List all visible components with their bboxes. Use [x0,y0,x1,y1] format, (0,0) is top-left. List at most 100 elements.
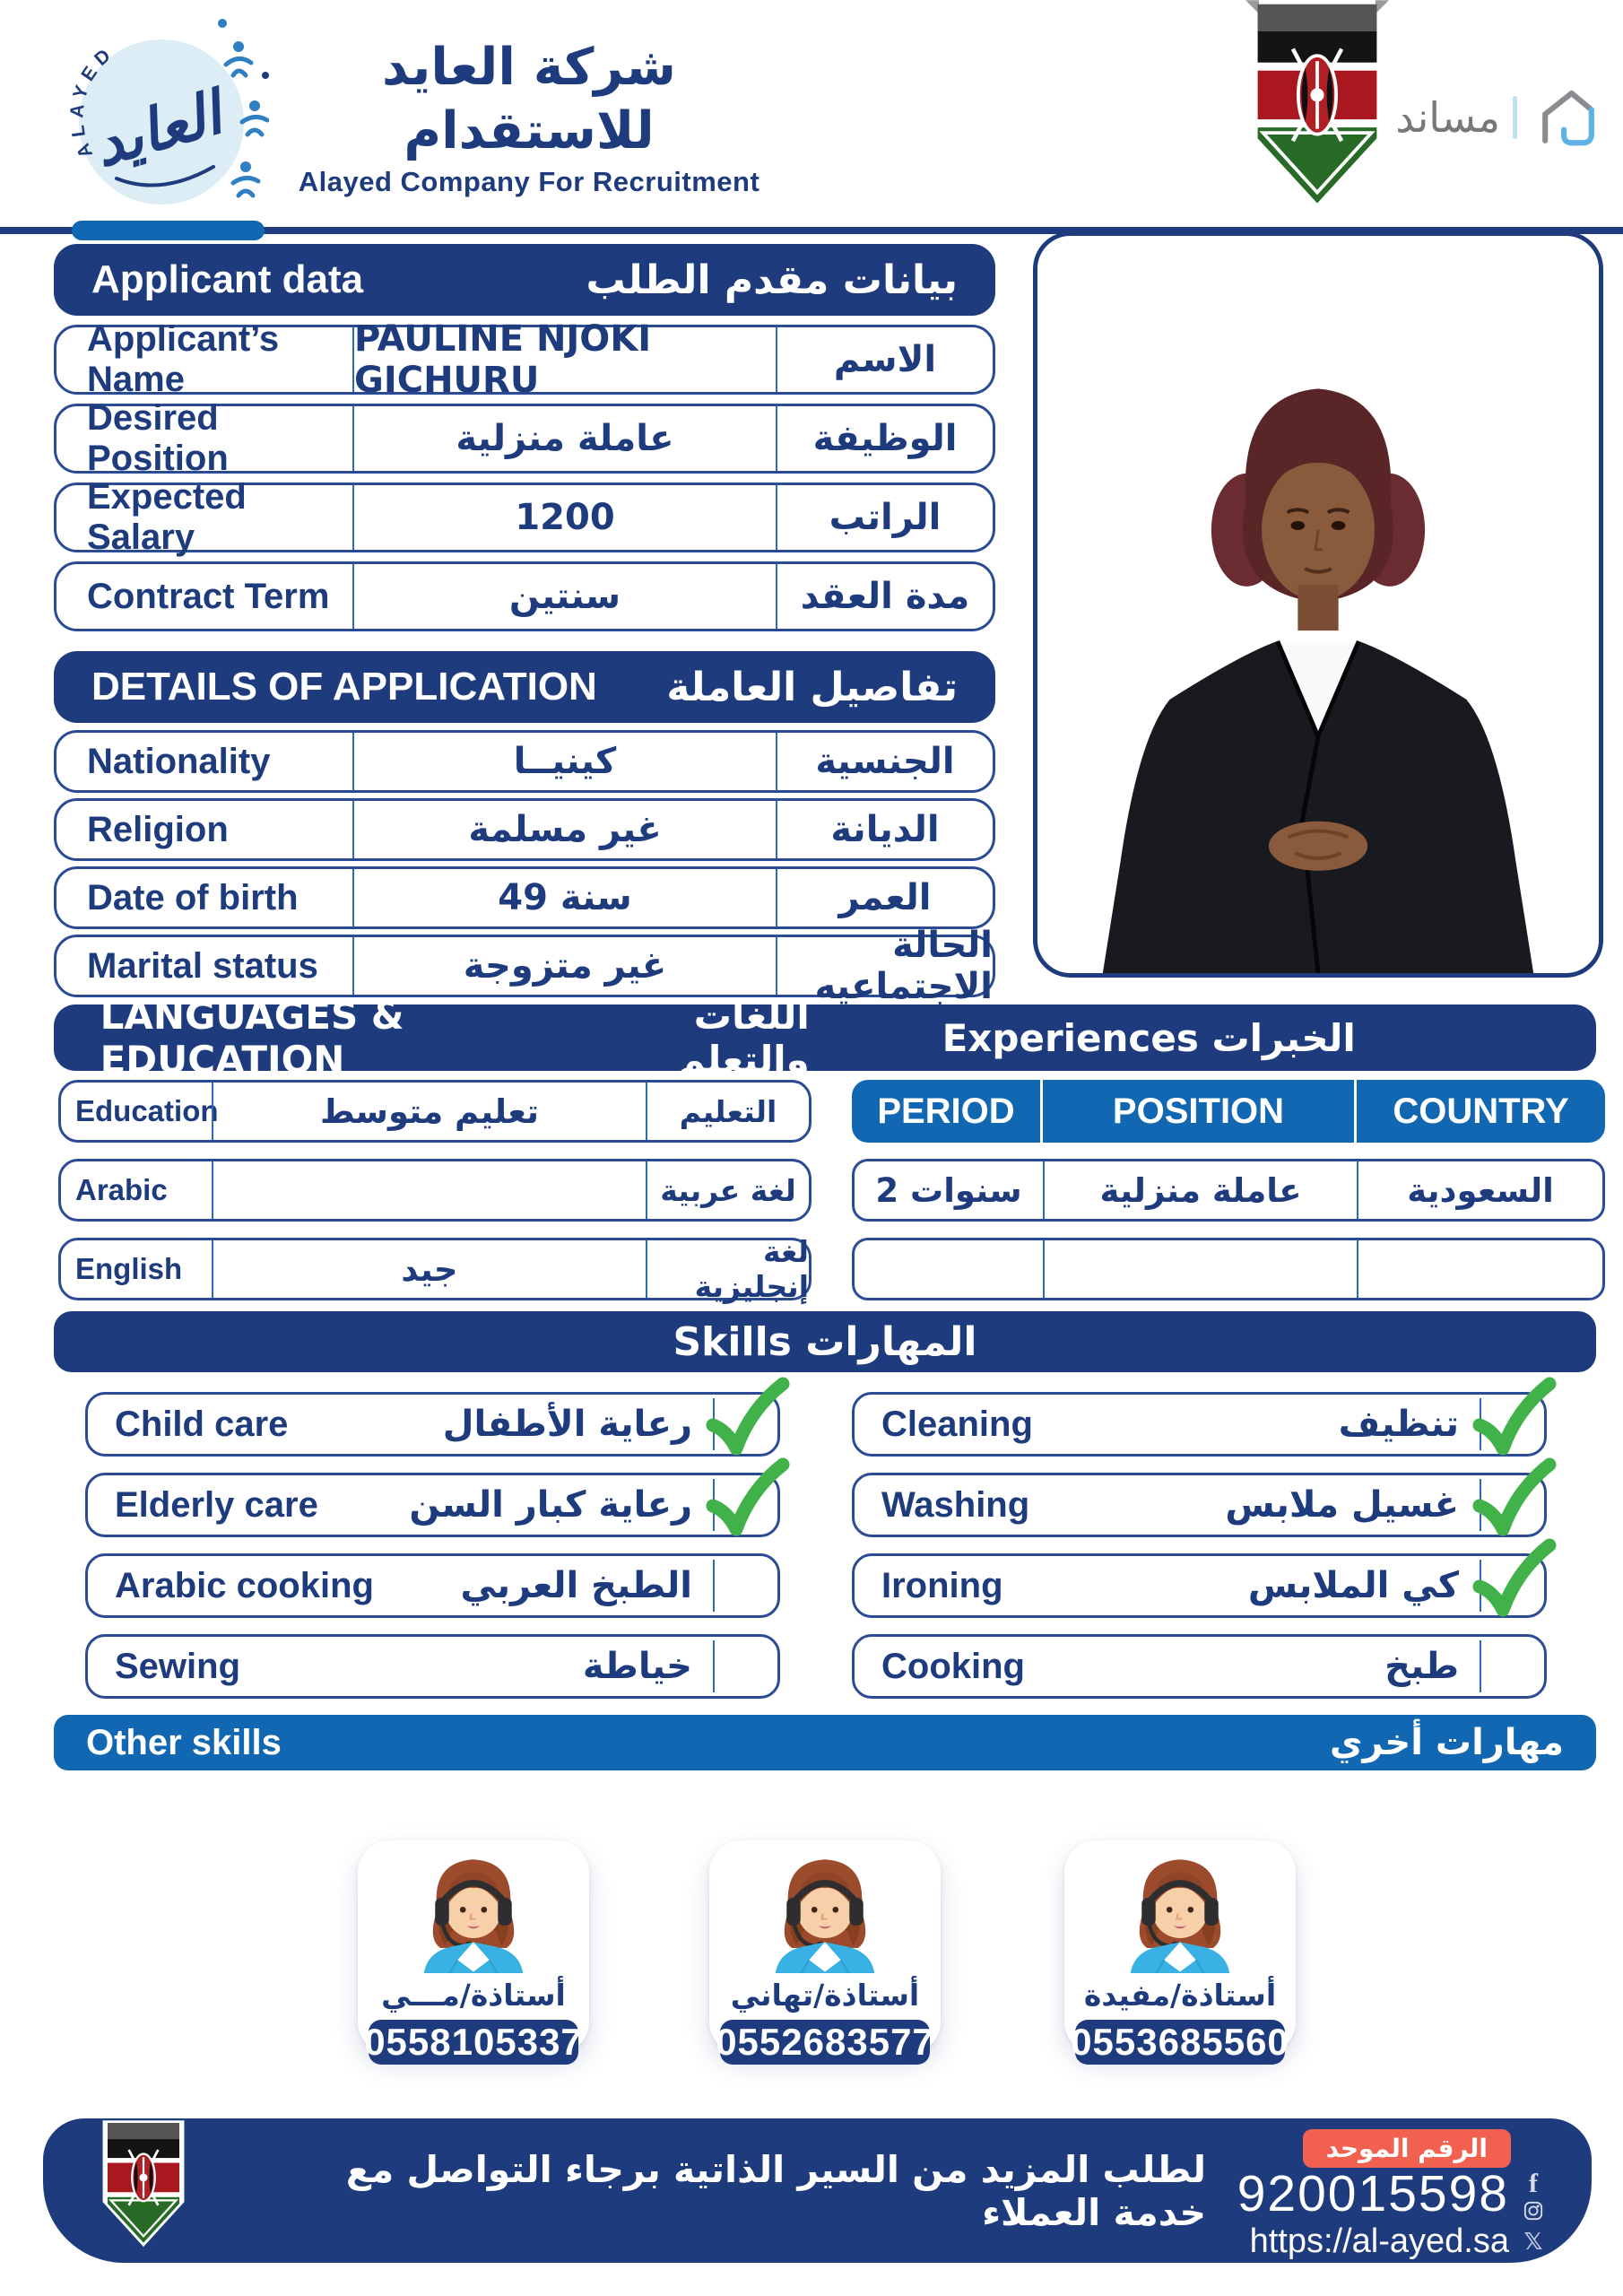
skill-row: Cleaning تنظيف [852,1377,1557,1457]
kenya-flag-pennant-icon [99,2120,188,2255]
skill-label-ar: خياطة [582,1646,692,1687]
social-icons: f [1520,2169,1547,2221]
skill-label-en: Sewing [115,1646,241,1686]
row-label-en: Desired Position [87,398,229,478]
applicant-photo [1033,231,1603,978]
experience-row: 2 سنوات عاملة منزلية السعودية [852,1159,1605,1222]
applicant-data-header: Applicant data بيانات مقدم الطلب [54,244,995,316]
row-label-en: Contract Term [87,576,330,616]
row-label-ar: التعليم [679,1093,777,1129]
unified-number-badge: الرقم الموحد [1302,2129,1511,2168]
alayed-logo-icon: ALAYED العايد [63,13,270,219]
table-row: Marital status غير متزوجة الحالة الاجتما… [54,925,995,1007]
column-header-country: COUNTRY [1354,1080,1605,1143]
skill-label-en: Cooking [881,1646,1025,1686]
checkmark-icon [1472,1377,1557,1456]
agent-contact-card: أستاذة/تهاني 0552683577 [709,1840,941,2065]
applicant-data-section: Applicant data بيانات مقدم الطلب Applica… [54,244,995,631]
other-skills-title-ar: مهارات أخري [1329,1722,1564,1763]
row-label-en: English [75,1252,183,1285]
details-of-application-section: DETAILS OF APPLICATION تفاصيل العاملة Na… [54,651,995,1007]
table-row: Nationality كينيــا الجنسية [54,730,995,793]
experiences-body: 2 سنوات عاملة منزلية السعودية [852,1159,1605,1300]
agent-phone-number[interactable]: 0558105337 [364,2020,583,2065]
skill-label-ar: رعاية الأطفال [442,1404,692,1445]
skill-label-en: Arabic cooking [115,1565,374,1605]
other-skills-bar: Other skills مهارات أخري [54,1715,1596,1770]
row-label-ar: الراتب [829,497,942,538]
unified-phone-number[interactable]: 920015598 [1237,2165,1509,2222]
agent-phone-number[interactable]: 0552683577 [716,2020,934,2065]
table-row: Expected Salary 1200 الراتب [54,477,995,557]
page-header: ALAYED العايد شركة العايد للاستقدام Alay… [0,0,1623,224]
checkmark-icon [706,1457,790,1536]
experiences-header-row: PERIOD POSITION COUNTRY [852,1080,1605,1143]
agent-name: أستاذة/تهاني [730,1978,920,2013]
agent-phone-number[interactable]: 0553685560 [1071,2020,1289,2065]
skill-row: Elderly care رعاية كبار السن [85,1457,790,1537]
footer-message: لطلب المزيد من السير الذاتية برجاء التوا… [345,2147,1206,2234]
musaned-house-icon [1542,90,1594,146]
language-row: English جيد لغة إنجليزية [58,1234,812,1304]
logo-figures-icon [218,19,270,198]
row-value: 49 سنة [352,869,777,926]
languages-education-table: Education تعليم متوسط التعليم Arabic لغة… [58,1080,812,1304]
column-header-position: POSITION [1040,1080,1354,1143]
row-label-ar: لغة إنجليزية [694,1234,809,1304]
support-agent-avatar [775,1859,875,1974]
row-value: 1200 [352,485,777,550]
row-label-ar: الاسم [833,339,937,380]
experiences-title: Experiences الخبرات [942,1015,1356,1060]
row-label-en: Applicant’s Name [87,319,280,399]
row-label-ar: مدة العقد [800,576,970,617]
row-label-en: Expected Salary [87,477,247,557]
row-label-en: Date of birth [87,877,299,918]
checkmark-icon [1472,1538,1557,1617]
row-label-ar: الحالة الاجتماعيه [814,925,993,1007]
agent-name: أستاذة/مـــي [381,1978,566,2013]
experience-period [855,1240,1043,1298]
page-footer: لطلب المزيد من السير الذاتية برجاء التوا… [43,2118,1592,2263]
skill-label-en: Elderly care [115,1484,318,1525]
row-label-ar: الديانة [830,809,940,850]
skill-divider [713,1560,715,1612]
support-agent-avatar [423,1859,524,1974]
skills-header: Skills المهارات [54,1311,1596,1372]
experience-country: السعودية [1357,1161,1602,1219]
support-agent-avatar [1130,1859,1230,1974]
experience-country [1357,1240,1602,1298]
checkmark-icon [1472,1457,1557,1536]
table-row: Desired Position عاملة منزلية الوظيفة [54,398,995,478]
twitter-x-icon[interactable]: 𝕏 [1523,2228,1543,2256]
row-value: غير متزوجة [352,937,777,995]
musaned-divider [1513,96,1517,139]
skill-divider [713,1640,715,1692]
column-header-period: PERIOD [877,1091,1015,1131]
website-url[interactable]: https://al-ayed.sa [1249,2222,1509,2260]
experience-position [1043,1240,1357,1298]
facebook-icon[interactable]: f [1529,2168,1538,2198]
skill-label-ar: كي الملابس [1247,1565,1459,1606]
languages-experiences-header: LANGUAGES & EDUCATION اللغات والتعلم Exp… [54,994,1596,1082]
languages-title: LANGUAGES & EDUCATION اللغات والتعلم [100,994,810,1082]
skill-row: Arabic cooking الطبخ العربي [85,1553,780,1618]
experience-period: 2 سنوات [875,1170,1022,1210]
agent-contact-card: أستاذة/مـــي 0558105337 [358,1840,589,2065]
musaned-logo: مساند [1395,79,1607,156]
section-title-en: DETAILS OF APPLICATION [91,665,597,709]
skill-label-en: Cleaning [881,1404,1033,1444]
skill-label-ar: الطبخ العربي [460,1565,692,1606]
row-label-ar: الوظيفة [812,418,958,459]
musaned-logo-text: مساند [1395,93,1500,142]
instagram-icon[interactable] [1523,2201,1543,2221]
checkmark-icon [706,1377,790,1456]
section-title-ar: تفاصيل العاملة [666,664,958,710]
row-value: عاملة منزلية [352,406,777,471]
agent-name: أستاذة/مفيدة [1083,1978,1277,2013]
company-names: شركة العايد للاستقدام Alayed Company For… [287,36,771,198]
language-row: Arabic لغة عربية [58,1159,812,1222]
skill-label-ar: طبخ [1384,1646,1459,1687]
footer-contact-block: الرقم الموحد 920015598 f https://al-ayed… [1237,2129,1547,2262]
company-name-english: Alayed Company For Recruitment [298,165,760,197]
